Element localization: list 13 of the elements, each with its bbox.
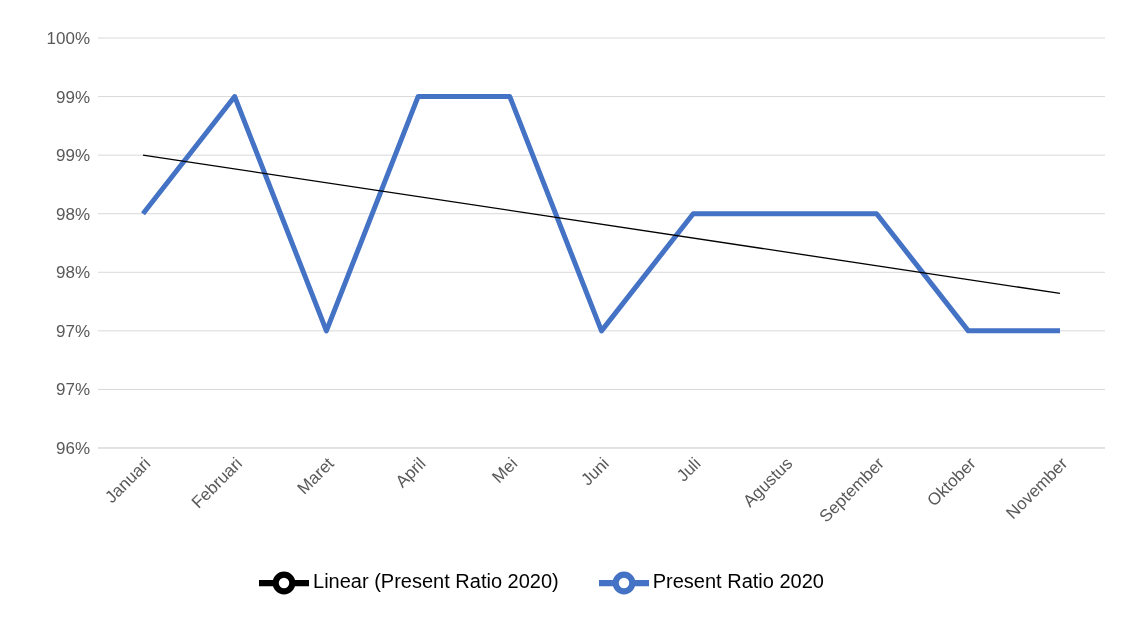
x-tick-label: Juni bbox=[577, 453, 613, 490]
legend-label: Present Ratio 2020 bbox=[652, 570, 824, 593]
y-tick-label: 100% bbox=[46, 29, 90, 49]
y-tick-label: 97% bbox=[55, 321, 90, 341]
y-tick-label: 98% bbox=[55, 204, 90, 224]
x-tick-label: Mei bbox=[488, 453, 522, 487]
y-tick-label: 97% bbox=[55, 380, 90, 400]
legend-label: Linear (Present Ratio 2020) bbox=[313, 570, 559, 593]
y-tick-label: 96% bbox=[55, 439, 90, 459]
y-tick-label: 99% bbox=[55, 146, 90, 166]
y-tick-label: 99% bbox=[55, 87, 90, 107]
y-tick-label: 98% bbox=[55, 263, 90, 283]
x-tick-label: Juli bbox=[673, 453, 705, 486]
